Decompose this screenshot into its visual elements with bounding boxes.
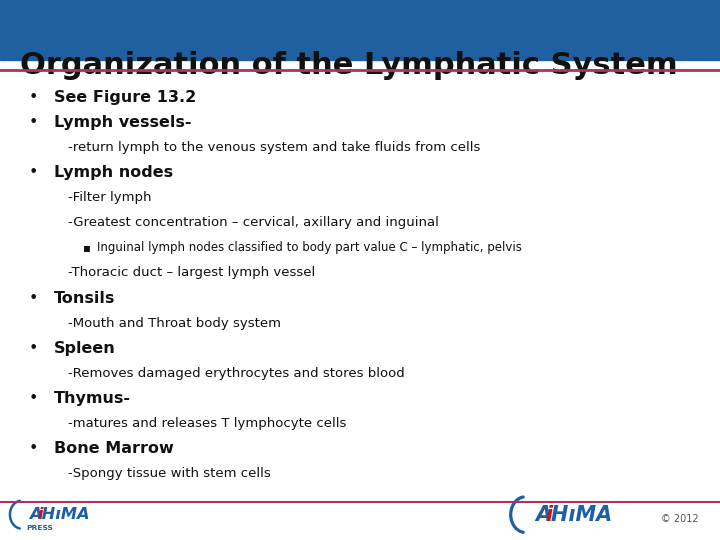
Text: ▪: ▪ <box>83 241 91 254</box>
Text: •: • <box>29 391 38 406</box>
Text: -Filter lymph: -Filter lymph <box>68 191 152 204</box>
Text: Inguinal lymph nodes classified to body part value C – lymphatic, pelvis: Inguinal lymph nodes classified to body … <box>97 241 522 254</box>
Text: -Thoracic duct – largest lymph vessel: -Thoracic duct – largest lymph vessel <box>68 266 315 280</box>
Text: Lymph nodes: Lymph nodes <box>54 165 173 180</box>
Text: Organization of the Lymphatic System: Organization of the Lymphatic System <box>20 51 678 79</box>
Text: •: • <box>29 115 38 130</box>
Text: -return lymph to the venous system and take fluids from cells: -return lymph to the venous system and t… <box>68 141 481 154</box>
Text: •: • <box>29 291 38 306</box>
Text: •: • <box>29 441 38 456</box>
Text: PRESS: PRESS <box>27 525 53 531</box>
Text: -Greatest concentration – cervical, axillary and inguinal: -Greatest concentration – cervical, axil… <box>68 216 439 229</box>
Text: Spleen: Spleen <box>54 341 116 356</box>
Text: •: • <box>29 165 38 180</box>
Text: -Removes damaged erythrocytes and stores blood: -Removes damaged erythrocytes and stores… <box>68 367 405 380</box>
Text: -Mouth and Throat body system: -Mouth and Throat body system <box>68 316 282 330</box>
Text: -Spongy tissue with stem cells: -Spongy tissue with stem cells <box>68 467 271 481</box>
Text: AHıMA: AHıMA <box>30 507 90 522</box>
Text: Bone Marrow: Bone Marrow <box>54 441 174 456</box>
Text: -matures and releases T lymphocyte cells: -matures and releases T lymphocyte cells <box>68 417 347 430</box>
Text: Tonsils: Tonsils <box>54 291 115 306</box>
Text: AHıMA: AHıMA <box>536 504 613 525</box>
Text: Lymph vessels-: Lymph vessels- <box>54 115 192 130</box>
Bar <box>0 0 720 60</box>
Text: See Figure 13.2: See Figure 13.2 <box>54 90 197 105</box>
Text: i: i <box>37 507 42 522</box>
Text: •: • <box>29 90 38 105</box>
Text: © 2012: © 2012 <box>661 515 698 524</box>
Text: Thymus-: Thymus- <box>54 391 131 406</box>
Text: i: i <box>546 504 552 525</box>
Text: •: • <box>29 341 38 356</box>
